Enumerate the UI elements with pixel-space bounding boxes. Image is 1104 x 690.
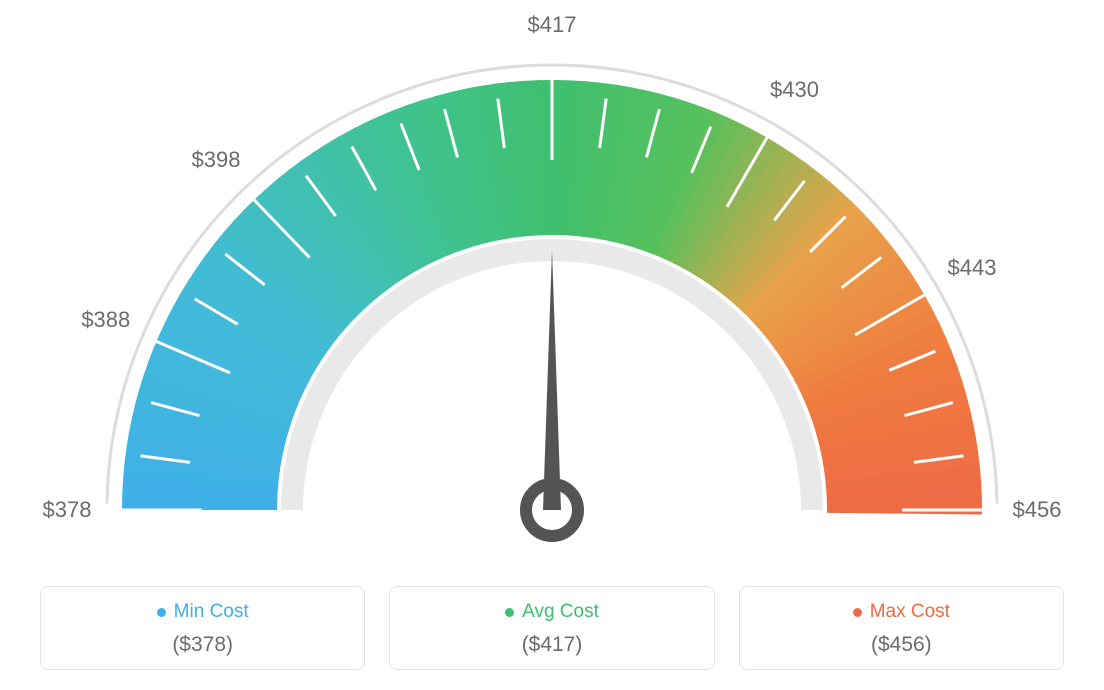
gauge-tick-label: $456 (1013, 497, 1062, 523)
legend-avg-title: Avg Cost (505, 601, 599, 623)
legend-avg-card: Avg Cost ($417) (389, 586, 714, 670)
legend-avg-value: ($417) (390, 633, 713, 657)
gauge-tick-label: $430 (770, 77, 819, 103)
legend-min-label: Min Cost (174, 601, 249, 623)
dot-icon (157, 608, 166, 617)
legend-max-title: Max Cost (853, 601, 950, 623)
gauge-tick-label: $417 (528, 12, 577, 38)
dot-icon (505, 608, 514, 617)
legend-avg-label: Avg Cost (522, 601, 599, 623)
gauge-tick-label: $388 (81, 307, 130, 333)
dot-icon (853, 608, 862, 617)
legend-max-label: Max Cost (870, 601, 950, 623)
gauge-svg (0, 0, 1104, 560)
legend-min-value: ($378) (41, 633, 364, 657)
gauge-tick-label: $443 (948, 255, 997, 281)
legend-max-card: Max Cost ($456) (739, 586, 1064, 670)
gauge-chart: $378 $388 $398 $417 $430 $443 $456 (0, 0, 1104, 560)
legend-row: Min Cost ($378) Avg Cost ($417) Max Cost… (0, 586, 1104, 670)
legend-min-card: Min Cost ($378) (40, 586, 365, 670)
gauge-tick-label: $398 (192, 147, 241, 173)
gauge-tick-label: $378 (43, 497, 92, 523)
legend-max-value: ($456) (740, 633, 1063, 657)
legend-min-title: Min Cost (157, 601, 249, 623)
